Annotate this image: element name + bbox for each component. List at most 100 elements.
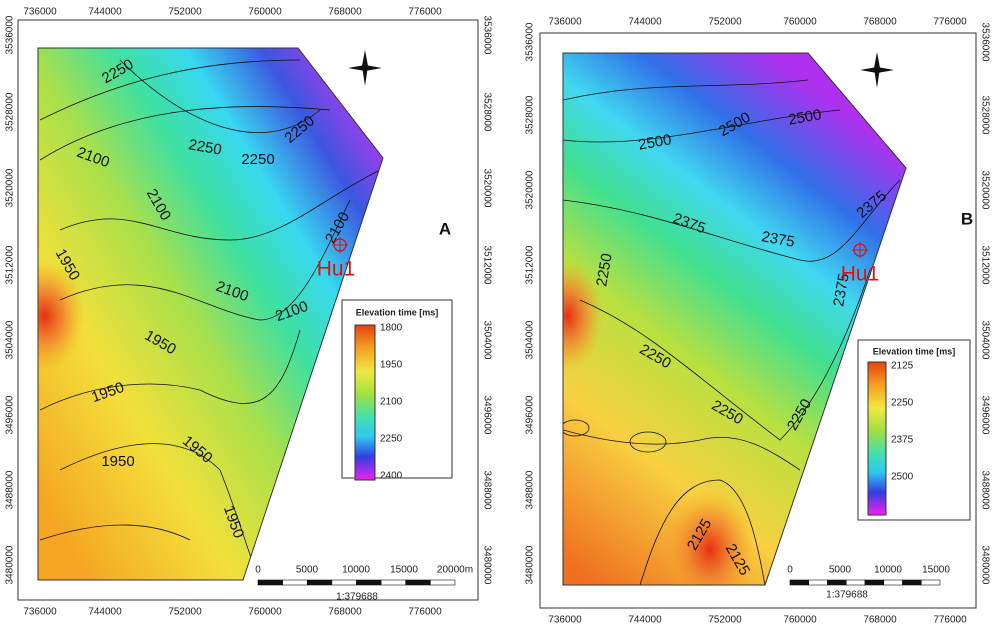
scale-bar-segment bbox=[430, 579, 456, 586]
legend-tick-label: 2500 bbox=[891, 472, 914, 483]
y-tick-label: 3528000 bbox=[979, 96, 990, 135]
x-tick-label: 736000 bbox=[23, 7, 57, 18]
panel-letter: A bbox=[439, 219, 451, 238]
scale-bar-segment bbox=[789, 579, 810, 586]
map-outline bbox=[37, 47, 384, 581]
x-tick-label: 752000 bbox=[168, 607, 202, 618]
x-tick-label: 760000 bbox=[248, 7, 282, 18]
y-tick-label: 3504000 bbox=[979, 321, 990, 360]
scale-bar-label: 0 bbox=[255, 565, 261, 576]
y-tick-label: 3496000 bbox=[525, 395, 536, 434]
well-label: Hu1 bbox=[841, 263, 880, 286]
legend-tick-label: 2100 bbox=[380, 397, 403, 408]
y-tick-label: 3536000 bbox=[481, 16, 492, 55]
scale-bar-segment bbox=[883, 579, 903, 586]
x-tick-label: 760000 bbox=[783, 17, 817, 28]
map-surface bbox=[563, 53, 906, 585]
y-tick-label: 3512000 bbox=[5, 245, 16, 284]
x-tick-label: 744000 bbox=[628, 615, 662, 626]
scale-ratio: 1:379688 bbox=[826, 590, 868, 601]
scale-ratio: 1:379688 bbox=[336, 592, 378, 603]
legend-tick-label: 2400 bbox=[380, 471, 403, 482]
scale-bar-segment bbox=[902, 579, 922, 586]
x-tick-label: 776000 bbox=[933, 17, 967, 28]
x-tick-label: 752000 bbox=[708, 615, 742, 626]
contour-label: 2375 bbox=[760, 228, 796, 251]
x-tick-label: 776000 bbox=[933, 615, 967, 626]
contour-label: 2250 bbox=[187, 136, 223, 159]
scale-bar-segment bbox=[827, 579, 847, 586]
legend-tick-label: 1800 bbox=[380, 323, 403, 334]
y-tick-label: 3488000 bbox=[481, 471, 492, 510]
y-tick-label: 3520000 bbox=[979, 171, 990, 210]
x-tick-label: 736000 bbox=[548, 17, 582, 28]
well-label: Hu1 bbox=[317, 258, 356, 281]
well-marker-cross bbox=[852, 242, 868, 258]
x-tick-label: 736000 bbox=[23, 607, 57, 618]
y-tick-label: 3520000 bbox=[525, 170, 536, 209]
scale-bar-segment bbox=[808, 579, 828, 586]
scale-bar-segment bbox=[306, 579, 333, 586]
y-tick-label: 3480000 bbox=[979, 546, 990, 585]
scale-bar-label: 0 bbox=[787, 565, 793, 576]
x-tick-label: 752000 bbox=[168, 7, 202, 18]
x-tick-label: 752000 bbox=[708, 17, 742, 28]
y-tick-label: 3480000 bbox=[5, 545, 16, 584]
x-tick-label: 760000 bbox=[248, 607, 282, 618]
scale-bar-label: 20000m bbox=[437, 565, 473, 576]
contour-label: 2500 bbox=[637, 131, 673, 154]
scale-bar-segment bbox=[380, 579, 407, 586]
y-tick-label: 3512000 bbox=[481, 246, 492, 285]
y-tick-label: 3536000 bbox=[5, 15, 16, 54]
y-tick-label: 3520000 bbox=[481, 169, 492, 208]
y-tick-label: 3528000 bbox=[5, 92, 16, 131]
scale-bar-segment bbox=[845, 579, 866, 586]
scale-bar-label: 5000 bbox=[829, 565, 852, 576]
y-tick-label: 3528000 bbox=[525, 95, 536, 134]
scale-bar-segment bbox=[864, 579, 885, 586]
scale-bar-label: 15000 bbox=[390, 565, 418, 576]
contour-label: 2250 bbox=[241, 151, 274, 168]
y-tick-label: 3504000 bbox=[481, 321, 492, 360]
legend-tick-label: 2250 bbox=[891, 398, 914, 409]
y-tick-label: 3512000 bbox=[979, 246, 990, 285]
y-tick-label: 3528000 bbox=[481, 93, 492, 132]
x-tick-label: 776000 bbox=[408, 607, 442, 618]
map-surface bbox=[38, 48, 383, 580]
legend-colorbar bbox=[867, 361, 887, 516]
legend-title: Elevation time [ms] bbox=[356, 307, 439, 317]
scale-bar-label: 5000 bbox=[296, 565, 319, 576]
north-arrow bbox=[348, 50, 382, 86]
legend-tick-label: 2250 bbox=[380, 434, 403, 445]
panel-frame bbox=[17, 19, 479, 601]
contour-label: 2250 bbox=[593, 252, 616, 288]
y-tick-label: 3480000 bbox=[481, 546, 492, 585]
scale-bar-segment bbox=[282, 579, 308, 586]
legend-tick-label: 1950 bbox=[380, 360, 403, 371]
north-arrow bbox=[860, 52, 894, 88]
y-tick-label: 3488000 bbox=[979, 471, 990, 510]
y-tick-label: 3480000 bbox=[525, 545, 536, 584]
x-tick-label: 776000 bbox=[408, 7, 442, 18]
y-tick-label: 3496000 bbox=[5, 395, 16, 434]
legend-title: Elevation time [ms] bbox=[873, 346, 956, 356]
y-tick-label: 3488000 bbox=[5, 470, 16, 509]
y-tick-label: 3520000 bbox=[5, 168, 16, 207]
x-tick-label: 768000 bbox=[863, 17, 897, 28]
x-tick-label: 760000 bbox=[783, 615, 817, 626]
x-tick-label: 744000 bbox=[88, 7, 122, 18]
y-tick-label: 3504000 bbox=[525, 320, 536, 359]
y-tick-label: 3536000 bbox=[979, 23, 990, 62]
scale-bar-label: 10000 bbox=[874, 565, 902, 576]
scale-bar-segment bbox=[920, 579, 941, 586]
scale-bar-segment bbox=[257, 579, 283, 586]
legend-tick-label: 2125 bbox=[891, 361, 914, 372]
x-tick-label: 744000 bbox=[88, 607, 122, 618]
y-tick-label: 3488000 bbox=[525, 470, 536, 509]
scale-bar-segment bbox=[405, 579, 431, 586]
x-tick-label: 768000 bbox=[328, 607, 362, 618]
y-tick-label: 3504000 bbox=[5, 320, 16, 359]
x-tick-label: 736000 bbox=[548, 615, 582, 626]
map-outline bbox=[562, 52, 907, 586]
